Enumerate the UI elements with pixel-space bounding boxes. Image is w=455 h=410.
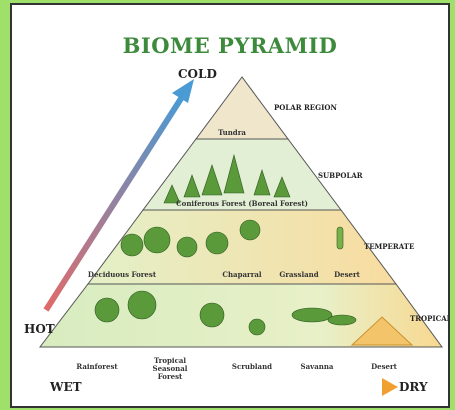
region-label: TROPICAL — [410, 314, 450, 323]
biome-label: Grassland — [274, 271, 324, 279]
title: BIOME PYRAMID — [12, 33, 448, 58]
direction-label: HOT — [24, 322, 55, 336]
arrow-head — [382, 378, 398, 396]
direction-label: COLD — [178, 67, 217, 81]
direction-label: DRY — [399, 380, 428, 394]
region-label: POLAR REGION — [274, 103, 337, 112]
biome-label: Deciduous Forest — [87, 271, 157, 279]
biome-label: Tundra — [212, 129, 252, 137]
biome-label: Scrubland — [227, 363, 277, 371]
region-label: SUBPOLAR — [318, 171, 363, 180]
biome-label: Desert — [327, 271, 367, 279]
arrow-head — [172, 79, 194, 103]
biome-label: Savanna — [292, 363, 342, 371]
biome-label: Chaparral — [217, 271, 267, 279]
infographic: BIOME PYRAMID COLD HOT WET DRY POLAR REG… — [10, 3, 450, 408]
biome-label: Rainforest — [72, 363, 122, 371]
direction-label: WET — [50, 380, 82, 394]
biome-label: Coniferous Forest (Boreal Forest) — [162, 200, 322, 208]
biome-label: Tropical Seasonal Forest — [140, 357, 200, 381]
biome-label: Desert — [364, 363, 404, 371]
region-label: TEMPERATE — [364, 242, 414, 251]
